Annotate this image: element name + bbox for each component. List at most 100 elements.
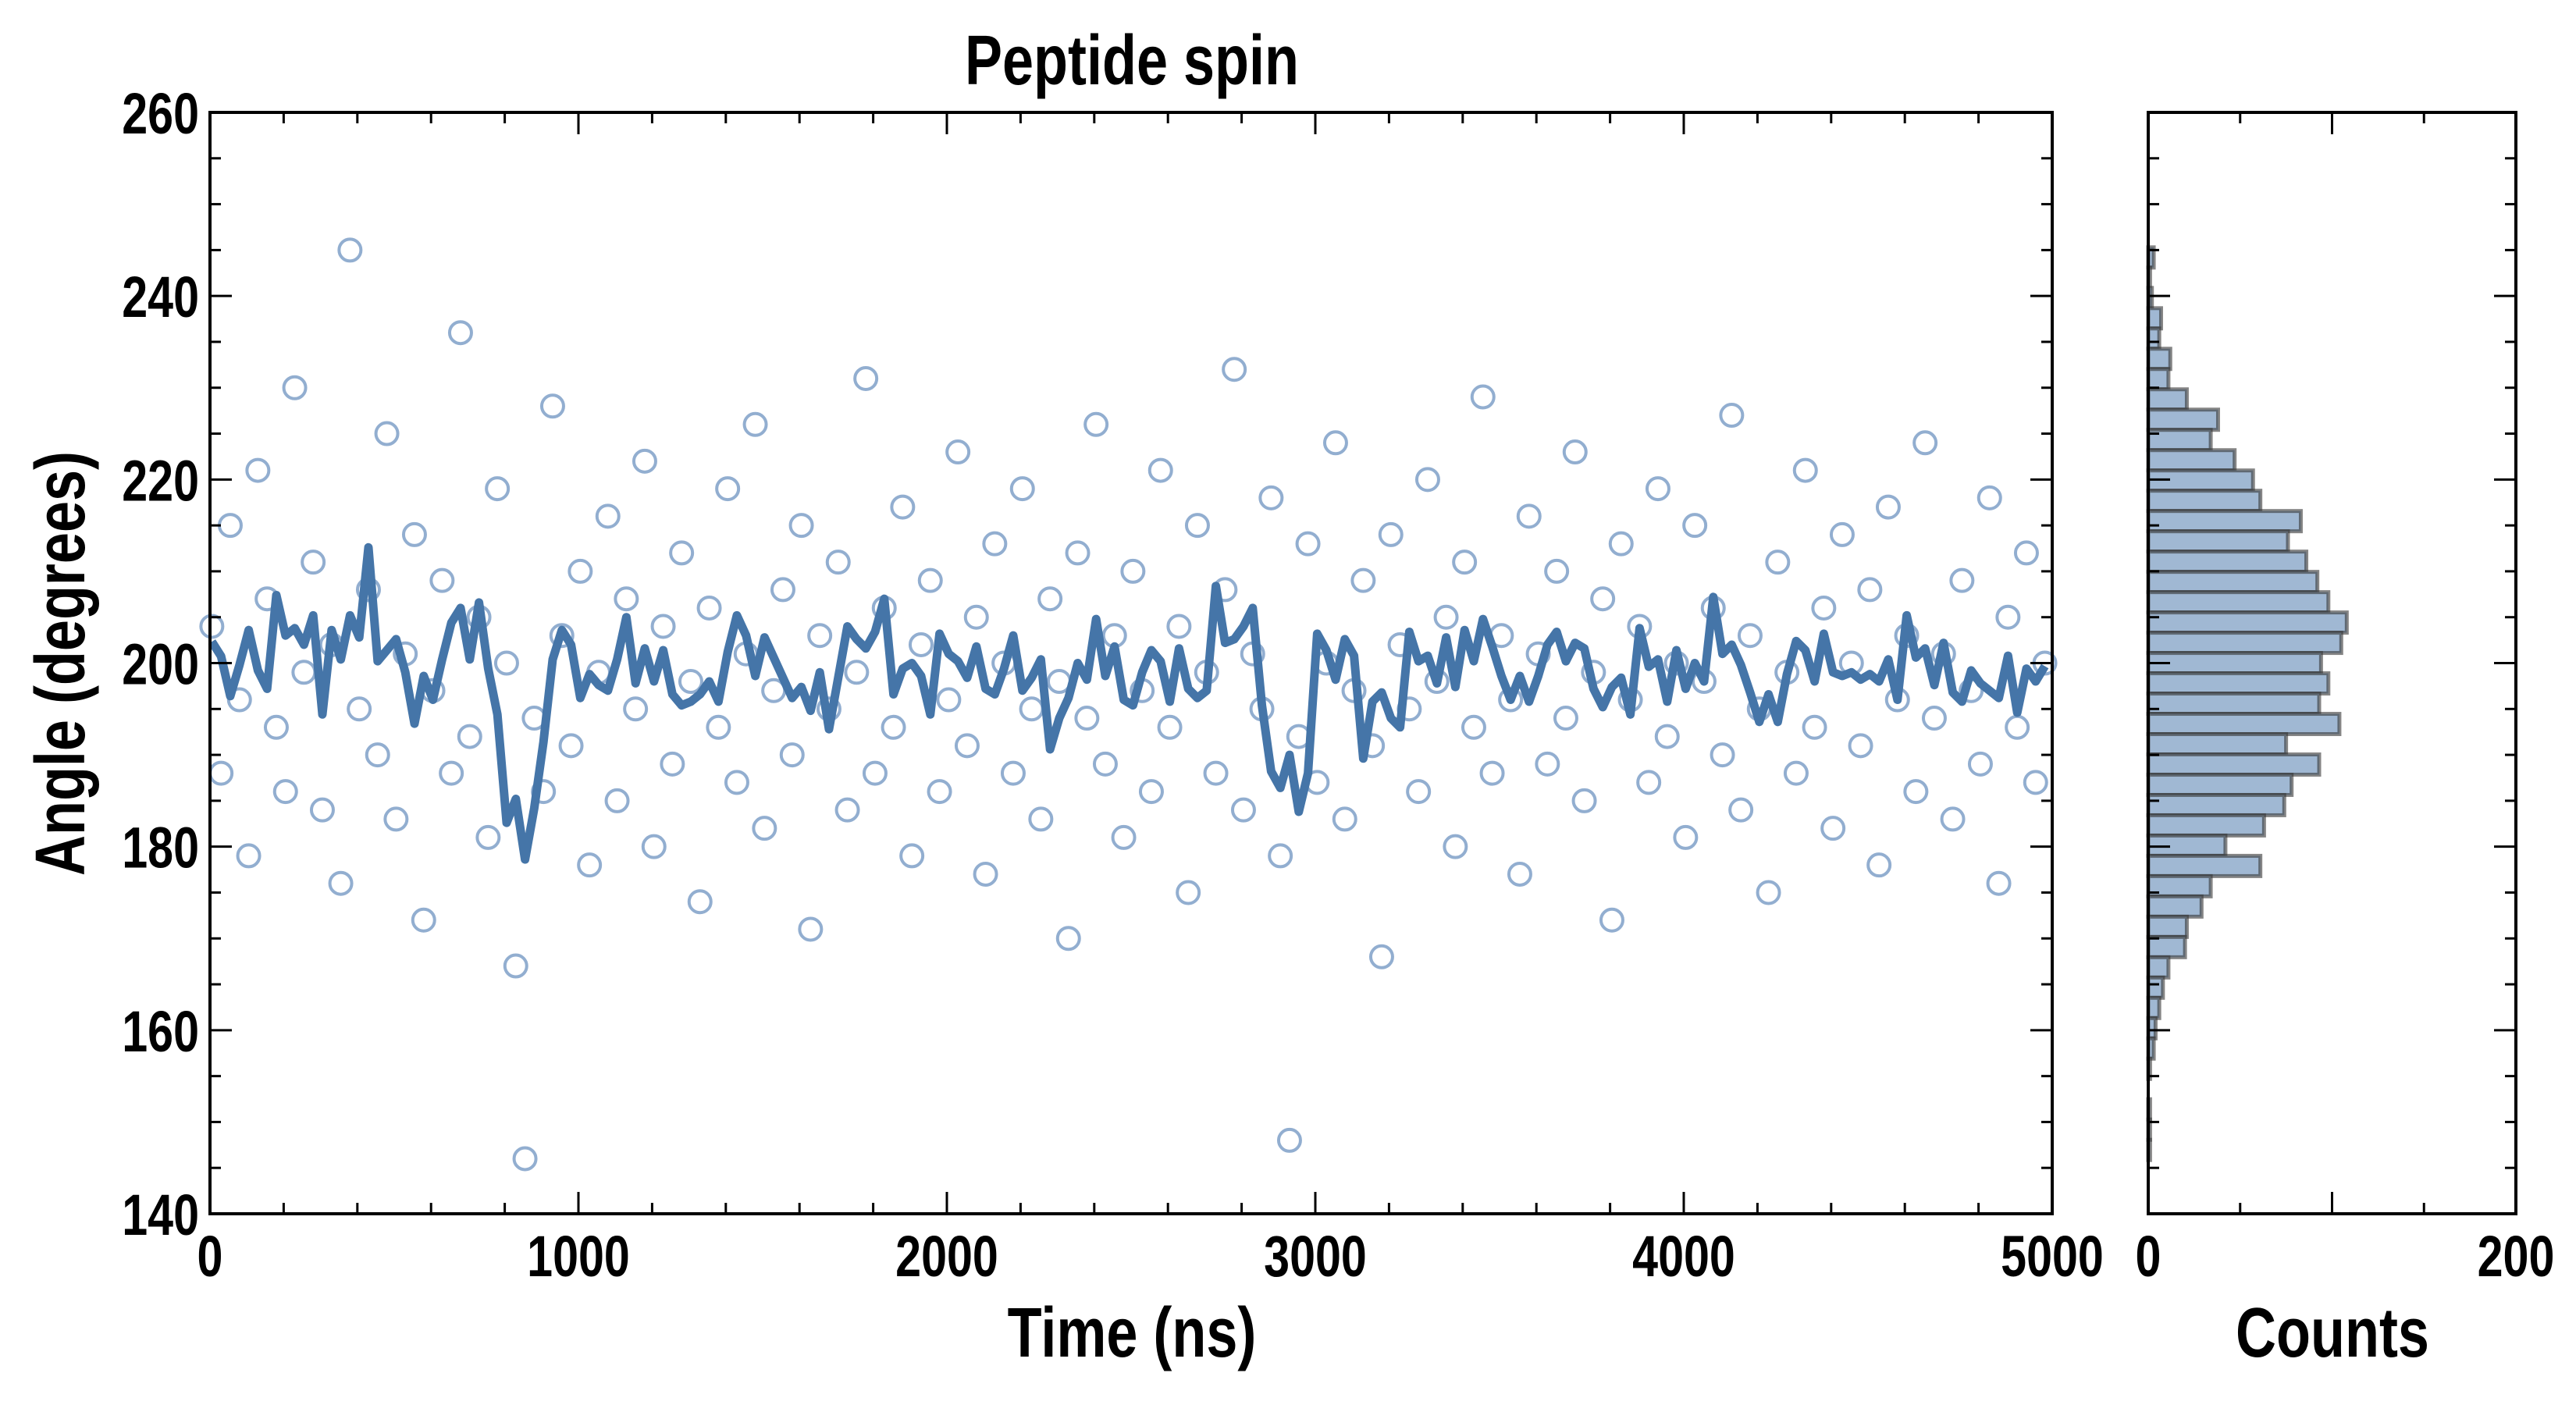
data-point [1645, 476, 1670, 502]
data-point [1350, 567, 1376, 593]
data-point [1368, 944, 1394, 969]
data-point [1673, 824, 1699, 850]
data-point [1452, 550, 1478, 575]
histogram-bar [2146, 692, 2322, 717]
data-point [549, 623, 575, 649]
data-point [834, 797, 860, 823]
data-point [660, 751, 685, 777]
data-point [963, 604, 989, 630]
y-tick-label-group: 180 [122, 816, 199, 880]
data-point [577, 852, 603, 878]
data-point [1009, 476, 1035, 502]
data-point [1866, 852, 1892, 878]
histogram-bar [2146, 732, 2289, 756]
y-tick-label-group: 220 [122, 449, 199, 514]
data-point [1986, 870, 2012, 896]
data-point [706, 714, 731, 740]
data-point [1571, 788, 1597, 813]
x-tick-label: 3000 [1264, 1225, 1367, 1289]
x-tick-label-group: 3000 [1264, 1225, 1367, 1289]
main-plot: 0 1000 2000 3000 4000 5000 140 160 180 200 220 240 2… [122, 82, 2104, 1289]
histogram-bar [2146, 772, 2294, 797]
data-point [641, 834, 667, 859]
data-point [1276, 1127, 1302, 1153]
data-point [1783, 760, 1809, 786]
y-axis-label: Angle (degrees) [21, 451, 99, 876]
data-point [1875, 494, 1901, 520]
data-point [1268, 843, 1293, 869]
data-point [1857, 577, 1883, 603]
data-point [1976, 485, 2002, 510]
data-point [742, 411, 768, 437]
data-point [1921, 706, 1947, 731]
data-point [493, 650, 519, 676]
histogram-bar [2146, 712, 2342, 737]
data-point [301, 550, 326, 575]
histogram-bar [2146, 813, 2266, 838]
data-point [1019, 696, 1044, 722]
data-point [632, 448, 657, 474]
data-point [1737, 623, 1763, 649]
data-point [2005, 714, 2030, 740]
data-point [936, 687, 962, 713]
histogram-x-tick-label: 200 [2478, 1225, 2555, 1289]
histogram-bar [2146, 610, 2349, 635]
data-point [1654, 724, 1680, 749]
data-point [1332, 806, 1357, 832]
data-point [475, 824, 501, 850]
data-point [245, 457, 271, 483]
data-point [908, 631, 934, 657]
data-point [282, 375, 308, 400]
data-point [568, 558, 593, 584]
data-point [1322, 430, 1348, 456]
y-tick-label: 240 [122, 265, 199, 330]
data-point [1995, 604, 2021, 630]
data-point [770, 577, 795, 603]
data-point [752, 816, 777, 841]
data-point [1028, 806, 1054, 832]
data-point [604, 788, 630, 813]
data-point [439, 760, 464, 786]
data-point [623, 696, 649, 722]
data-point [1940, 806, 1966, 832]
histogram-bar [2146, 387, 2189, 412]
data-point [798, 916, 824, 942]
x-tick-label: 0 [197, 1225, 223, 1289]
data-point [512, 1146, 538, 1172]
histogram-bar [2146, 367, 2171, 392]
data-point [1765, 550, 1791, 575]
data-point [1599, 907, 1624, 933]
y-tick-label-group: 140 [122, 1183, 199, 1248]
data-point [917, 567, 943, 593]
data-point [447, 320, 473, 346]
histogram-bar [2146, 489, 2263, 514]
data-point [825, 550, 851, 575]
data-point [1590, 586, 1616, 612]
data-point [973, 861, 998, 887]
data-point [1138, 779, 1164, 805]
data-point [539, 393, 565, 419]
data-point [807, 623, 833, 649]
data-point [1074, 706, 1100, 731]
histogram-bar [2146, 570, 2320, 595]
data-point [945, 439, 971, 465]
data-point [1470, 384, 1496, 410]
histogram-bar [2146, 631, 2343, 656]
histogram-bar [2146, 671, 2331, 696]
data-point [1111, 824, 1137, 850]
data-point [2023, 770, 2048, 795]
data-point [1903, 779, 1929, 805]
data-point [429, 567, 455, 593]
data-point [1516, 503, 1542, 529]
y-tick-label: 160 [122, 1000, 199, 1065]
data-point [1829, 521, 1855, 547]
data-point [881, 714, 906, 740]
data-point [383, 806, 409, 832]
x-tick-label-group: 4000 [1632, 1225, 1735, 1289]
data-point [374, 421, 400, 446]
x-tick-label-group: 5000 [2001, 1225, 2104, 1289]
histogram-bar [2146, 407, 2220, 432]
data-point [1479, 760, 1505, 786]
data-point [1406, 779, 1432, 805]
